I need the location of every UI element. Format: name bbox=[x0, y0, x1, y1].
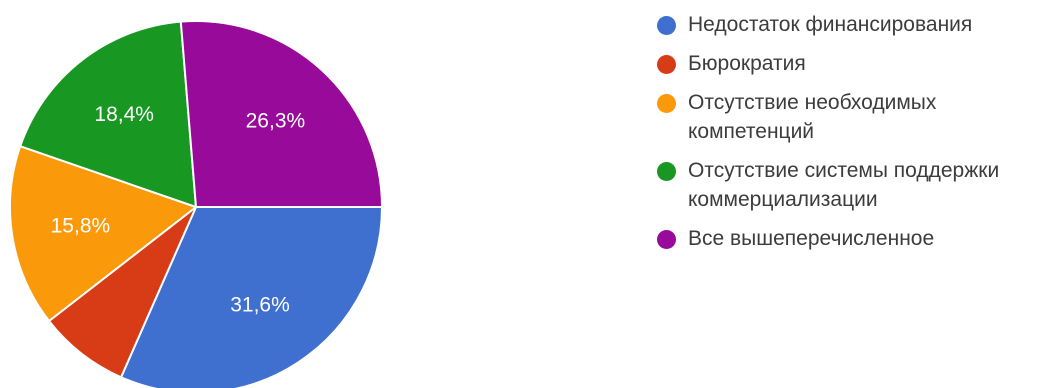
legend-item: Недостаток финансирования bbox=[657, 10, 1057, 39]
legend-item: Отсутствие необходимых компетенций bbox=[657, 88, 1057, 146]
legend-label: Все вышеперечисленное bbox=[688, 227, 935, 250]
slice-percentage-label: 26,3% bbox=[246, 109, 306, 132]
legend-color-dot bbox=[657, 162, 676, 181]
legend-label: Недостаток финансирования bbox=[688, 13, 973, 36]
legend-label: Бюрократия bbox=[688, 52, 806, 75]
pie-plot: 31,6% 15,8% 18,4% 26,3% bbox=[9, 20, 383, 388]
pie-slice bbox=[179, 20, 383, 208]
pie-slice bbox=[48, 206, 197, 379]
pie-slice bbox=[19, 20, 197, 208]
legend-color-dot bbox=[657, 16, 676, 35]
legend-item: Бюрократия bbox=[657, 49, 1057, 78]
legend-item: Все вышеперечисленное bbox=[657, 224, 1057, 253]
pie-slice bbox=[9, 145, 197, 322]
legend-color-dot bbox=[657, 230, 676, 249]
slice-percentage-label: 15,8% bbox=[51, 215, 111, 238]
slice-percentage-label: 31,6% bbox=[230, 294, 290, 317]
pie-slice bbox=[120, 206, 383, 388]
slice-percentage-label: 18,4% bbox=[94, 103, 154, 126]
legend-label: Отсутствие системы поддержки коммерциали… bbox=[688, 159, 1000, 211]
legend-label: Отсутствие необходимых компетенций bbox=[688, 91, 937, 143]
legend-color-dot bbox=[657, 94, 676, 113]
chart-legend: Недостаток финансирования Бюрократия Отсут… bbox=[657, 10, 1057, 263]
legend-item: Отсутствие системы поддержки коммерциали… bbox=[657, 156, 1057, 214]
legend-color-dot bbox=[657, 55, 676, 74]
